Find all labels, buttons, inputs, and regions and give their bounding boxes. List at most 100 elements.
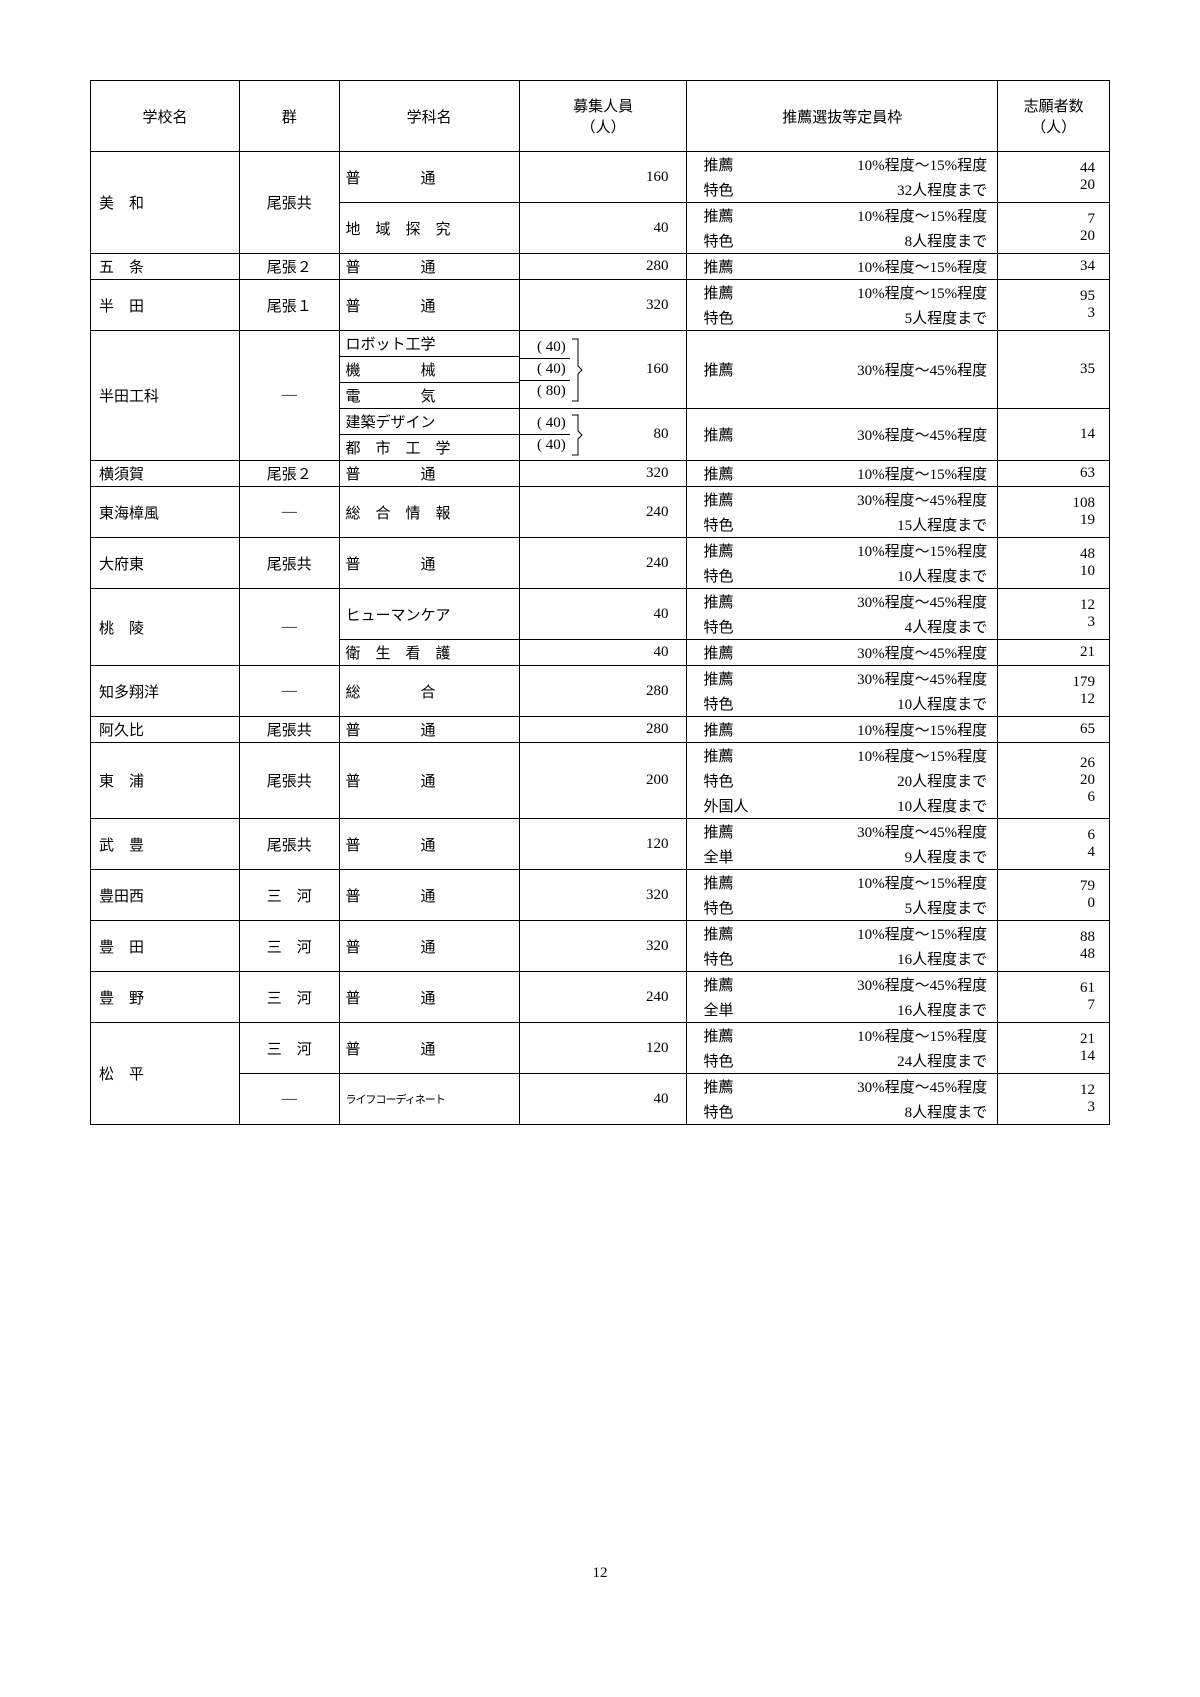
school-name: 東海樟風 [91, 487, 240, 538]
dept-cell: 普 通 [339, 461, 519, 487]
dept-cell: ライフコーディネート [339, 1074, 519, 1125]
dept-cell: 普 通 [339, 717, 519, 743]
quota-cell: 推薦10%程度～15%程度特色8人程度まで [687, 203, 998, 254]
dept-cell: 総 合 情 報 [339, 487, 519, 538]
capacity-cell: 240 [519, 487, 687, 538]
school-name: 東 浦 [91, 743, 240, 819]
quota-cell: 推薦10%程度～15%程度特色32人程度まで [687, 152, 998, 203]
applicants-cell: 34 [998, 254, 1110, 280]
quota-cell: 推薦10%程度～15%程度特色10人程度まで [687, 538, 998, 589]
header-applicants: 志願者数 （人） [998, 81, 1110, 152]
school-name: 松 平 [91, 1023, 240, 1125]
quota-cell: 推薦30%程度～45%程度全単9人程度まで [687, 819, 998, 870]
dept-cell: 普 通 [339, 972, 519, 1023]
dept-cell: 建築デザイン都 市 工 学 [339, 409, 519, 461]
capacity-cell: 40 [519, 640, 687, 666]
capacity-cell: 280 [519, 254, 687, 280]
group-name: 尾張共 [240, 743, 339, 819]
applicants-cell: 123 [998, 589, 1110, 640]
dept-cell: 普 通 [339, 1023, 519, 1074]
header-school: 学校名 [91, 81, 240, 152]
quota-cell: 推薦30%程度～45%程度特色8人程度まで [687, 1074, 998, 1125]
table-row: 豊田西三 河普 通320推薦10%程度～15%程度特色5人程度まで790 [91, 870, 1110, 921]
table-row: 五 条尾張２普 通280推薦10%程度～15%程度34 [91, 254, 1110, 280]
school-name: 豊 田 [91, 921, 240, 972]
table-row: 大府東尾張共普 通240推薦10%程度～15%程度特色10人程度まで4810 [91, 538, 1110, 589]
group-name: 尾張共 [240, 538, 339, 589]
capacity-cell: 40 [519, 1074, 687, 1125]
applicants-cell: 21 [998, 640, 1110, 666]
applicants-cell: 8848 [998, 921, 1110, 972]
quota-cell: 推薦10%程度～15%程度 [687, 717, 998, 743]
capacity-cell: 120 [519, 1023, 687, 1074]
dept-cell: 普 通 [339, 538, 519, 589]
school-name: 横須賀 [91, 461, 240, 487]
dept-cell: 普 通 [339, 254, 519, 280]
group-name: 尾張共 [240, 717, 339, 743]
applicants-cell: 26206 [998, 743, 1110, 819]
quota-cell: 推薦10%程度～15%程度特色16人程度まで [687, 921, 998, 972]
capacity-cell: 280 [519, 717, 687, 743]
group-name: 三 河 [240, 870, 339, 921]
table-row: ―ライフコーディネート40推薦30%程度～45%程度特色8人程度まで123 [91, 1074, 1110, 1125]
quota-cell: 推薦30%程度～45%程度 [687, 640, 998, 666]
school-name: 阿久比 [91, 717, 240, 743]
table-row: 松 平三 河普 通120推薦10%程度～15%程度特色24人程度まで2114 [91, 1023, 1110, 1074]
table-row: 豊 田三 河普 通320推薦10%程度～15%程度特色16人程度まで8848 [91, 921, 1110, 972]
applicants-cell: 617 [998, 972, 1110, 1023]
quota-cell: 推薦30%程度～45%程度全単16人程度まで [687, 972, 998, 1023]
quota-cell: 推薦10%程度～15%程度特色20人程度まで外国人10人程度まで [687, 743, 998, 819]
capacity-cell: 200 [519, 743, 687, 819]
applicants-cell: 35 [998, 331, 1110, 409]
group-name: 三 河 [240, 972, 339, 1023]
group-name: 三 河 [240, 1023, 339, 1074]
capacity-cell: ( 40)( 40)( 80)160 [519, 331, 687, 409]
applicants-cell: 17912 [998, 666, 1110, 717]
applicants-cell: 10819 [998, 487, 1110, 538]
quota-cell: 推薦30%程度～45%程度特色15人程度まで [687, 487, 998, 538]
school-name: 半 田 [91, 280, 240, 331]
capacity-cell: 320 [519, 280, 687, 331]
quota-cell: 推薦30%程度～45%程度特色4人程度まで [687, 589, 998, 640]
table-row: 豊 野三 河普 通240推薦30%程度～45%程度全単16人程度まで617 [91, 972, 1110, 1023]
quota-cell: 推薦10%程度～15%程度特色24人程度まで [687, 1023, 998, 1074]
table-row: 桃 陵―ヒューマンケア40推薦30%程度～45%程度特色4人程度まで123 [91, 589, 1110, 640]
applicants-cell: 63 [998, 461, 1110, 487]
school-name: 半田工科 [91, 331, 240, 461]
table-row: 美 和尾張共普 通160推薦10%程度～15%程度特色32人程度まで4420 [91, 152, 1110, 203]
quota-cell: 推薦30%程度～45%程度 [687, 409, 998, 461]
admissions-table: 学校名 群 学科名 募集人員 （人） 推薦選抜等定員枠 志願者数 （人） 美 和… [90, 80, 1110, 1125]
dept-cell: 総 合 [339, 666, 519, 717]
header-row: 学校名 群 学科名 募集人員 （人） 推薦選抜等定員枠 志願者数 （人） [91, 81, 1110, 152]
capacity-cell: 320 [519, 870, 687, 921]
table-row: 武 豊尾張共普 通120推薦30%程度～45%程度全単9人程度まで64 [91, 819, 1110, 870]
school-name: 大府東 [91, 538, 240, 589]
quota-cell: 推薦10%程度～15%程度特色5人程度まで [687, 870, 998, 921]
applicants-cell: 4810 [998, 538, 1110, 589]
dept-cell: 衛 生 看 護 [339, 640, 519, 666]
applicants-cell: 14 [998, 409, 1110, 461]
dept-cell: 普 通 [339, 743, 519, 819]
group-name: 尾張１ [240, 280, 339, 331]
group-name: ― [240, 331, 339, 461]
group-name: ― [240, 589, 339, 666]
dept-cell: ヒューマンケア [339, 589, 519, 640]
capacity-cell: 160 [519, 152, 687, 203]
applicants-cell: 123 [998, 1074, 1110, 1125]
applicants-cell: 2114 [998, 1023, 1110, 1074]
school-name: 武 豊 [91, 819, 240, 870]
school-name: 知多翔洋 [91, 666, 240, 717]
capacity-cell: 280 [519, 666, 687, 717]
capacity-cell: ( 40)( 40)80 [519, 409, 687, 461]
dept-cell: 普 通 [339, 280, 519, 331]
table-row: 半 田尾張１普 通320推薦10%程度～15%程度特色5人程度まで953 [91, 280, 1110, 331]
group-name: ― [240, 1074, 339, 1125]
quota-cell: 推薦30%程度～45%程度 [687, 331, 998, 409]
dept-cell: ロボット工学機 械電 気 [339, 331, 519, 409]
applicants-cell: 790 [998, 870, 1110, 921]
school-name: 五 条 [91, 254, 240, 280]
group-name: ― [240, 487, 339, 538]
capacity-cell: 120 [519, 819, 687, 870]
dept-cell: 普 通 [339, 921, 519, 972]
school-name: 桃 陵 [91, 589, 240, 666]
